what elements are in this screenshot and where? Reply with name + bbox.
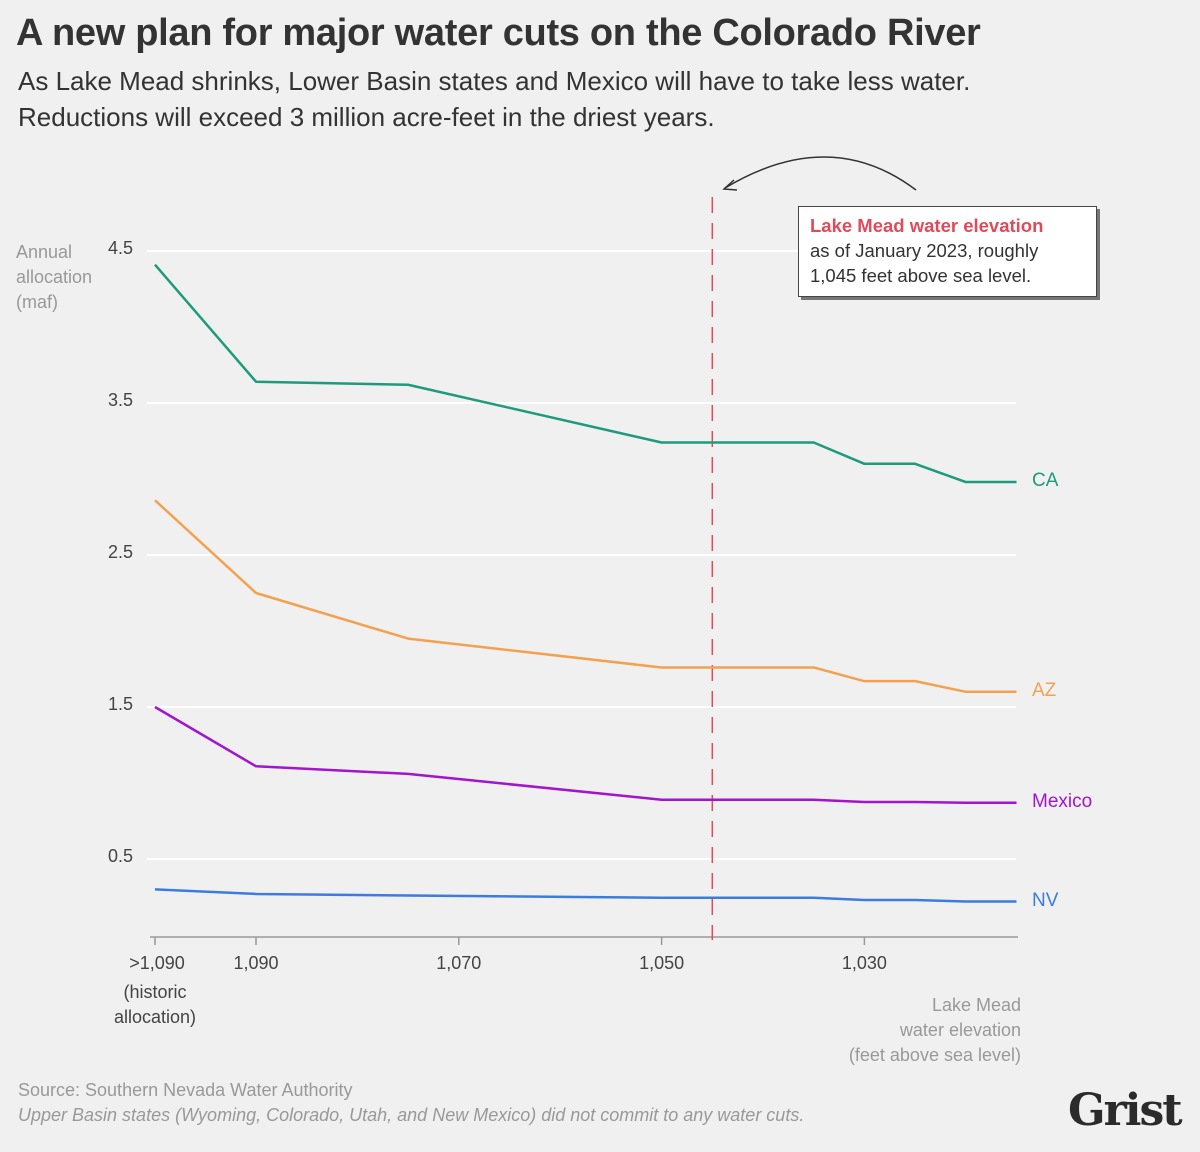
- subtitle-line-2: Reductions will exceed 3 million acre-fe…: [18, 102, 715, 132]
- annotation-arrow: [724, 156, 917, 191]
- series-label-az: AZ: [1032, 679, 1057, 701]
- y-axis-label-line: (maf): [16, 292, 58, 312]
- series-line-ca: [154, 263, 1017, 484]
- series-line-az: [154, 499, 1017, 694]
- series-label-ca: CA: [1032, 470, 1059, 492]
- y-axis-label-line: Annual: [16, 242, 73, 262]
- chart-title: A new plan for major water cuts on the C…: [16, 12, 981, 54]
- x-axis-label: Lake Mead water elevation (feet above se…: [849, 993, 1021, 1068]
- y-axis-label: Annual allocation (maf): [16, 240, 126, 315]
- x-tick-label-note: (historic: [123, 982, 187, 1002]
- x-tick-label: >1,090: [129, 953, 185, 973]
- y-tick-label: 3.5: [108, 390, 134, 410]
- series-label-mexico: Mexico: [1032, 790, 1093, 812]
- y-tick-label: 4.5: [108, 238, 134, 258]
- x-axis-label-line: Lake Mead: [931, 995, 1021, 1015]
- x-tick-label: 1,030: [841, 953, 887, 973]
- annotation-line: as of January 2023, roughly: [810, 240, 1039, 261]
- annotation-heading: Lake Mead water elevation: [810, 215, 1044, 236]
- annotation-box: Lake Mead water elevation as of January …: [798, 206, 1097, 297]
- subtitle-line-1: As Lake Mead shrinks, Lower Basin states…: [18, 66, 971, 96]
- annotation-arrowhead: [722, 179, 738, 191]
- grist-logo: Grist: [1068, 1085, 1183, 1136]
- y-axis-label-line: allocation: [16, 267, 93, 287]
- y-tick-label: 0.5: [108, 846, 134, 866]
- x-tick-label-note: allocation): [113, 1007, 197, 1027]
- source-note: Source: Southern Nevada Water Authority: [18, 1080, 353, 1100]
- footnote: Upper Basin states (Wyoming, Colorado, U…: [18, 1105, 805, 1125]
- x-tick-label: 1,050: [639, 953, 685, 973]
- x-tick-label: 1,070: [436, 953, 482, 973]
- series-line-nv: [154, 888, 1017, 903]
- x-tick-label: 1,090: [233, 953, 279, 973]
- y-tick-label: 2.5: [108, 542, 134, 562]
- series-label-nv: NV: [1032, 889, 1059, 911]
- y-tick-label: 1.5: [108, 694, 134, 714]
- x-axis-label-line: (feet above sea level): [848, 1045, 1021, 1065]
- series-line-mexico: [154, 705, 1017, 805]
- x-axis-label-line: water elevation: [899, 1020, 1021, 1040]
- annotation-line: 1,045 feet above sea level.: [810, 265, 1032, 286]
